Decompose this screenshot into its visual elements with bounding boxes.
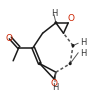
Circle shape (55, 22, 57, 24)
Text: O: O (5, 34, 12, 43)
Text: O: O (67, 14, 74, 23)
Text: H: H (52, 83, 58, 92)
Circle shape (69, 63, 71, 65)
Circle shape (39, 63, 41, 65)
Circle shape (72, 45, 74, 46)
Text: H: H (80, 38, 86, 47)
Text: H: H (80, 49, 86, 58)
Text: H: H (51, 9, 57, 18)
Text: O: O (51, 79, 57, 88)
